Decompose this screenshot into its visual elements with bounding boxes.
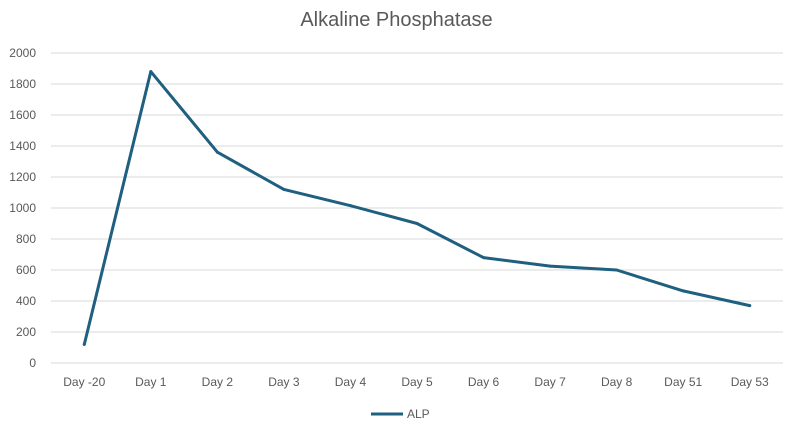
data-point	[282, 187, 286, 191]
x-tick-label: Day -20	[63, 375, 105, 389]
data-point	[82, 342, 86, 346]
gridlines	[51, 52, 783, 364]
data-point	[681, 289, 685, 293]
data-point	[149, 70, 153, 74]
data-point	[215, 150, 219, 154]
data-point	[348, 204, 352, 208]
y-tick-label: 200	[16, 325, 36, 339]
y-tick-label: 2000	[9, 46, 36, 60]
y-tick-label: 1000	[9, 201, 36, 215]
x-tick-label: Day 4	[335, 375, 367, 389]
x-tick-label: Day 2	[202, 375, 234, 389]
y-tick-label: 1200	[9, 170, 36, 184]
y-tick-label: 1400	[9, 139, 36, 153]
y-tick-label: 1600	[9, 108, 36, 122]
x-tick-label: Day 3	[268, 375, 300, 389]
x-tick-label: Day 1	[135, 375, 167, 389]
data-point	[482, 256, 486, 260]
y-tick-label: 800	[16, 232, 36, 246]
y-axis-ticks: 0 200 400 600 800 1000 1200 1400 1600 1800 2000	[9, 46, 36, 370]
x-tick-label: Day 7	[534, 375, 566, 389]
x-tick-label: Day 51	[664, 375, 702, 389]
y-tick-label: 1800	[9, 77, 36, 91]
chart-title: Alkaline Phosphatase	[300, 9, 492, 31]
data-point	[748, 304, 752, 308]
legend-label-alp: ALP	[407, 407, 430, 421]
x-axis-ticks: Day -20 Day 1 Day 2 Day 3 Day 4 Day 5 Day 6 Day…	[63, 375, 769, 389]
series-layer	[82, 70, 752, 346]
x-tick-label: Day 6	[468, 375, 500, 389]
x-tick-label: Day 53	[731, 375, 769, 389]
x-tick-label: Day 8	[601, 375, 633, 389]
legend: ALP	[371, 407, 430, 421]
y-tick-label: 600	[16, 263, 36, 277]
y-tick-label: 0	[29, 356, 36, 370]
data-point	[615, 268, 619, 272]
y-tick-label: 400	[16, 294, 36, 308]
data-point	[415, 222, 419, 225]
x-tick-label: Day 5	[401, 375, 433, 389]
data-point	[548, 264, 552, 268]
